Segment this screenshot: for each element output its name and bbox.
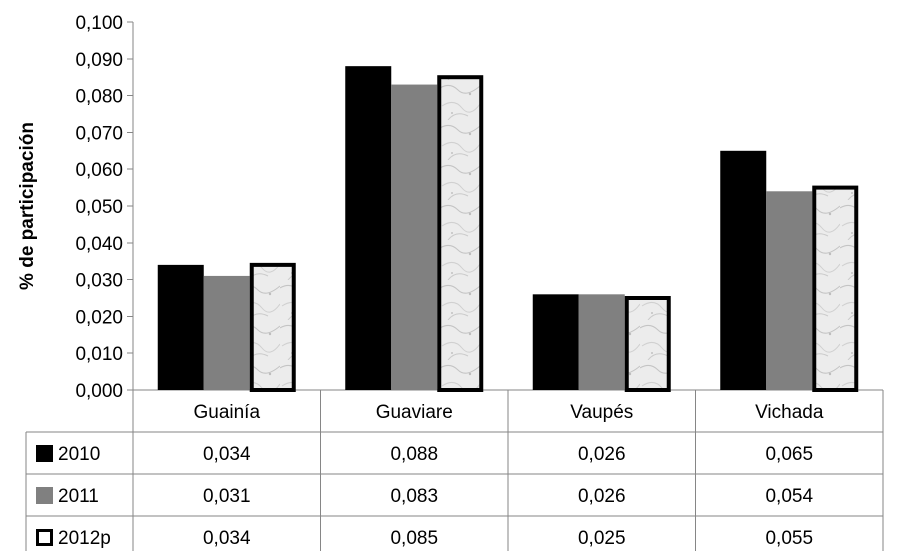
bar — [766, 191, 812, 390]
data-label: 0,083 — [390, 486, 438, 507]
data-label: 0,085 — [390, 528, 438, 549]
data-label: 0,034 — [203, 528, 251, 549]
y-tick-label: 0,070 — [75, 123, 123, 144]
bar — [627, 298, 669, 390]
y-axis-label: % de participación — [17, 122, 38, 290]
y-tick-label: 0,060 — [75, 160, 123, 181]
bar — [204, 276, 250, 390]
data-label: 0,065 — [765, 444, 813, 465]
bars — [158, 66, 857, 390]
bar — [252, 265, 294, 390]
y-tick-label: 0,100 — [75, 13, 123, 34]
data-label: 0,025 — [578, 528, 626, 549]
data-label: 0,054 — [765, 486, 813, 507]
legend-key — [36, 487, 53, 504]
category-label: Guainía — [193, 402, 260, 423]
legend-key — [38, 531, 52, 545]
legend-label: 2012p — [58, 528, 111, 549]
bar — [814, 188, 856, 390]
data-table: Guainía Guaviare Vaupés Vichada 2010 0,034 0,0… — [36, 402, 824, 549]
bar — [158, 265, 204, 390]
category-label: Guaviare — [376, 402, 453, 423]
data-label: 0,031 — [203, 486, 251, 507]
category-label: Vaupés — [570, 402, 633, 423]
data-label: 0,026 — [578, 486, 626, 507]
y-tick-label: 0,080 — [75, 87, 123, 108]
y-tick-label: 0,090 — [75, 50, 123, 71]
category-label: Vichada — [755, 402, 824, 423]
bar — [345, 66, 391, 390]
bar — [391, 85, 437, 390]
y-tick-label: 0,050 — [75, 197, 123, 218]
bar — [579, 294, 625, 390]
y-tick-label: 0,040 — [75, 234, 123, 255]
data-label: 0,055 — [765, 528, 813, 549]
y-axis: 0,000 0,010 0,020 0,030 0,040 0,050 0,060 0,070… — [75, 13, 133, 551]
bar — [439, 77, 481, 390]
data-label: 0,034 — [203, 444, 251, 465]
y-tick-label: 0,010 — [75, 344, 123, 365]
legend-label: 2011 — [58, 486, 99, 507]
legend-key — [36, 445, 53, 462]
bar — [720, 151, 766, 390]
data-label: 0,088 — [390, 444, 438, 465]
legend-label: 2010 — [58, 444, 100, 465]
data-label: 0,026 — [578, 444, 626, 465]
y-tick-label: 0,020 — [75, 307, 123, 328]
y-tick-label: 0,030 — [75, 271, 123, 292]
bar — [533, 294, 579, 390]
y-tick-label: 0,000 — [75, 381, 123, 402]
